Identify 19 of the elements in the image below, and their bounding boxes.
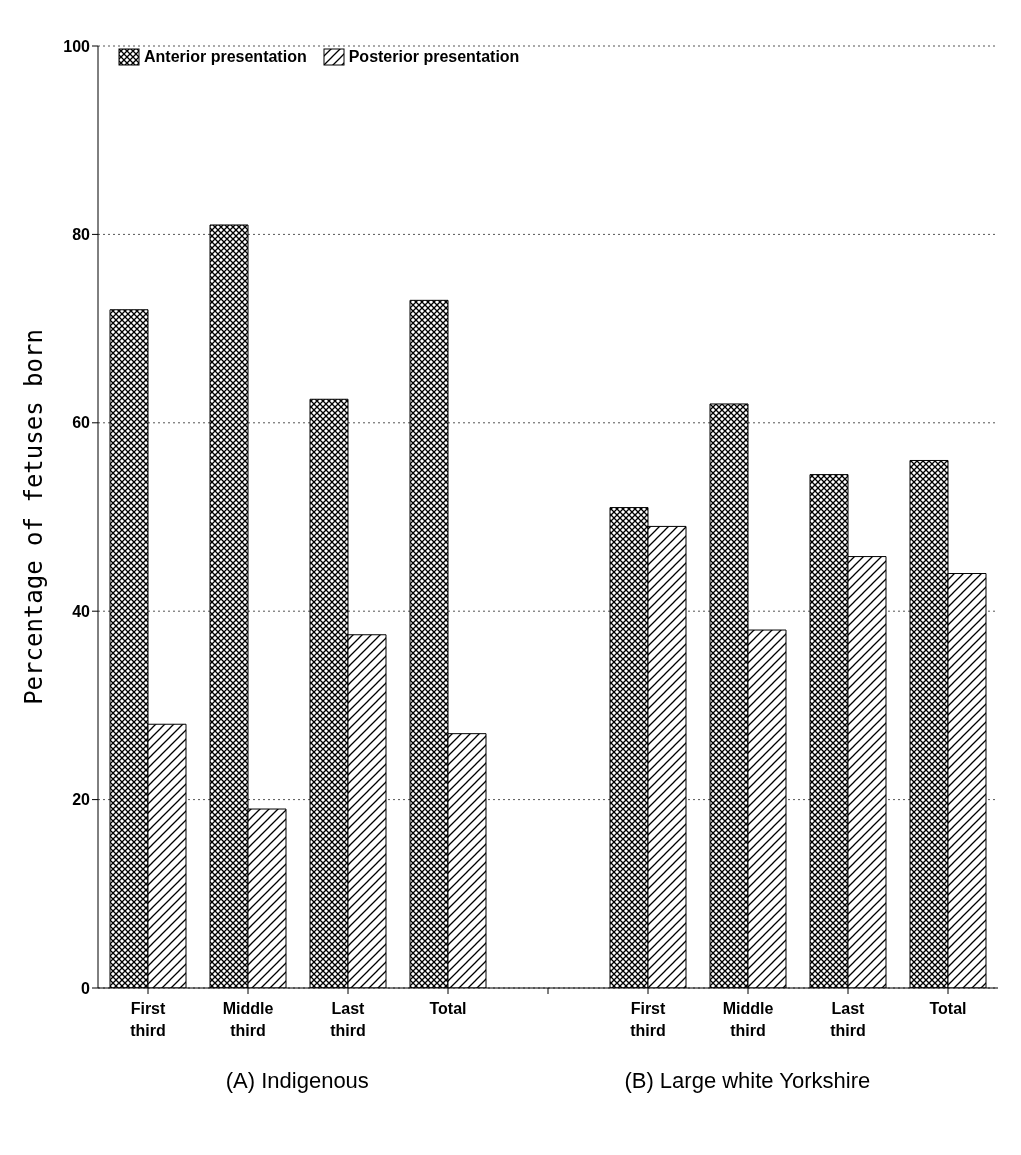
y-tick-label: 20 — [72, 791, 91, 809]
x-tick-label: Total — [929, 1000, 967, 1017]
y-tick-label: 80 — [72, 226, 91, 244]
legend-label: Anterior presentation — [143, 48, 307, 66]
x-tick-label: First third — [630, 1000, 667, 1039]
y-tick-label: 40 — [72, 602, 91, 620]
x-tick-label: First third — [130, 1000, 167, 1039]
text: (B) Large white Yorkshire — [624, 1068, 871, 1094]
x-tick-label: Last third — [330, 1000, 366, 1039]
x-tick-label: Total — [429, 1000, 467, 1017]
x-tick-label: Middle third — [222, 1000, 274, 1039]
y-axis-title: Percentage of fetuses born — [19, 329, 48, 705]
x-tick-label: Middle third — [722, 1000, 774, 1039]
x-tick-label: Last third — [830, 1000, 866, 1039]
text: (A) Indigenous — [225, 1068, 369, 1094]
y-tick-label: 100 — [63, 37, 91, 55]
y-tick-label: 60 — [72, 414, 91, 432]
y-tick-label: 0 — [81, 979, 91, 997]
legend-label: Posterior presentation — [347, 48, 520, 66]
